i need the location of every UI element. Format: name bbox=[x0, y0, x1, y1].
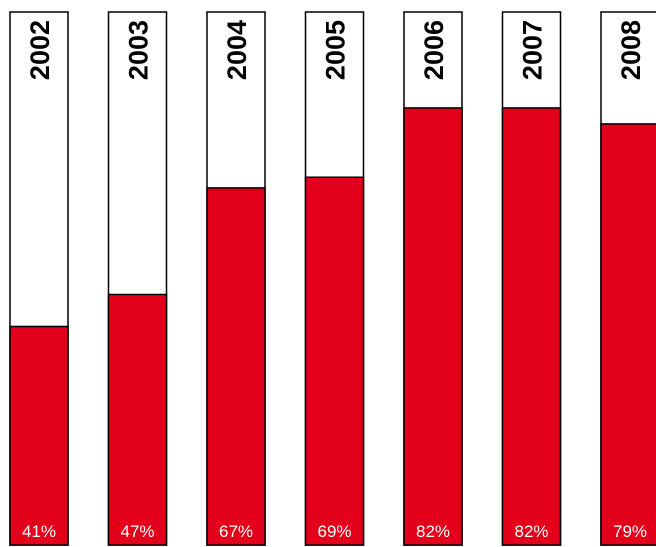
bar-2006 bbox=[403, 107, 463, 546]
year-label-2003: 2003 bbox=[124, 20, 154, 80]
year-label-2005: 2005 bbox=[321, 20, 351, 80]
value-label-2003: 47% bbox=[120, 522, 154, 541]
value-label-2008: 79% bbox=[613, 522, 647, 541]
bar-2002 bbox=[9, 325, 69, 546]
year-label-2007: 2007 bbox=[518, 20, 548, 80]
value-label-2007: 82% bbox=[514, 522, 548, 541]
value-label-2006: 82% bbox=[416, 522, 450, 541]
bar-2005 bbox=[304, 176, 365, 546]
value-label-2005: 69% bbox=[317, 522, 351, 541]
year-label-2004: 2004 bbox=[222, 20, 252, 80]
bars-group: 2002 41% 2003 47% 2004 67% 2005 69% 2006 82% 2007 8… bbox=[9, 11, 656, 546]
value-label-2002: 41% bbox=[22, 522, 56, 541]
bar-2004 bbox=[206, 187, 266, 546]
bar-2003 bbox=[107, 293, 168, 546]
year-label-2002: 2002 bbox=[25, 20, 55, 80]
year-label-2008: 2008 bbox=[616, 20, 646, 80]
year-label-2006: 2006 bbox=[419, 20, 449, 80]
bar-2008 bbox=[600, 123, 656, 546]
value-label-2004: 67% bbox=[219, 522, 253, 541]
bar-2007 bbox=[501, 107, 562, 546]
